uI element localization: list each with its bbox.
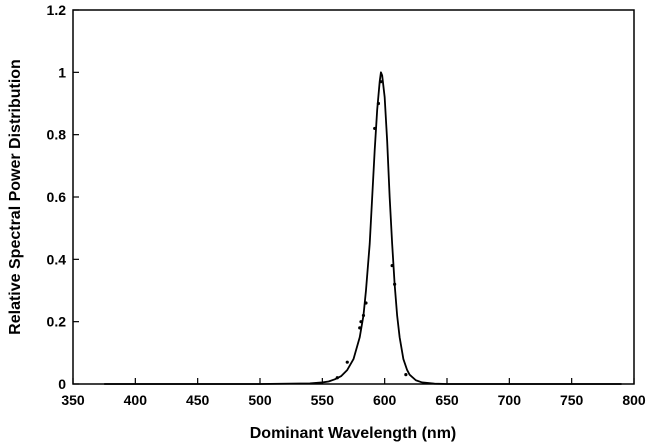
x-tick-label: 700 bbox=[498, 392, 522, 408]
x-tick-label: 350 bbox=[61, 392, 85, 408]
data-point bbox=[379, 80, 383, 84]
x-tick-label: 800 bbox=[622, 392, 646, 408]
data-point bbox=[345, 360, 349, 364]
data-point bbox=[404, 373, 408, 377]
spectrum-line bbox=[104, 71, 622, 385]
y-tick-label: 0 bbox=[58, 376, 66, 392]
data-point bbox=[364, 301, 368, 305]
x-tick-label: 650 bbox=[435, 392, 459, 408]
data-point bbox=[393, 282, 397, 286]
y-tick-label: 0.6 bbox=[47, 189, 67, 205]
y-tick-label: 0.4 bbox=[47, 251, 67, 267]
data-point bbox=[373, 126, 377, 131]
x-tick-label: 400 bbox=[124, 392, 148, 408]
y-tick-label: 0.2 bbox=[47, 314, 67, 330]
x-tick-label: 550 bbox=[311, 392, 335, 408]
x-tick-label: 600 bbox=[373, 392, 397, 408]
series-layer bbox=[104, 71, 622, 385]
plot-frame bbox=[72, 9, 635, 385]
data-point bbox=[376, 101, 381, 106]
x-axis-title: Dominant Wavelength (nm) bbox=[250, 425, 457, 442]
y-axis: 0 0.2 0.4 0.6 0.8 1 1.2 bbox=[47, 2, 79, 392]
x-axis: 350 400 450 500 550 600 650 700 750 800 bbox=[61, 378, 646, 408]
data-point bbox=[361, 313, 366, 318]
data-point bbox=[335, 376, 339, 380]
data-point bbox=[359, 320, 363, 324]
x-tick-label: 500 bbox=[248, 392, 272, 408]
y-tick-label: 1 bbox=[58, 64, 66, 80]
data-point bbox=[358, 326, 362, 330]
y-tick-label: 0.8 bbox=[47, 127, 67, 143]
y-tick-label: 1.2 bbox=[47, 2, 67, 18]
y-axis-title: Relative Spectral Power Distribution bbox=[7, 59, 24, 335]
x-tick-label: 450 bbox=[186, 392, 210, 408]
x-tick-label: 750 bbox=[560, 392, 584, 408]
data-point bbox=[390, 263, 394, 268]
